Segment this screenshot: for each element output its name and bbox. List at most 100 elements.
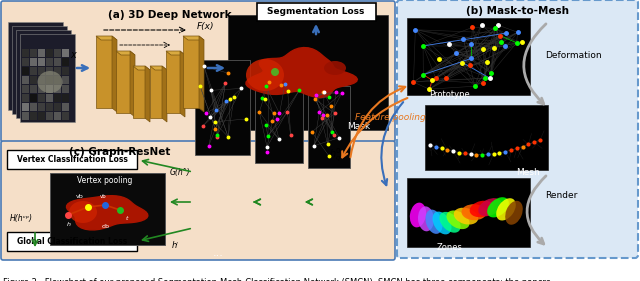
Bar [22,94,29,102]
Text: Deformation: Deformation [545,51,602,60]
Bar [12,26,67,114]
Ellipse shape [426,210,442,234]
Bar [62,103,69,111]
Bar [255,76,303,163]
Polygon shape [180,51,185,117]
Ellipse shape [461,204,486,220]
Bar [22,58,29,66]
Bar [54,103,61,111]
Bar [54,49,61,57]
FancyBboxPatch shape [7,232,137,251]
Polygon shape [183,36,204,40]
FancyBboxPatch shape [397,0,638,258]
Bar [30,58,37,66]
Text: Mask: Mask [347,122,370,131]
Text: Global Classification Loss: Global Classification Loss [17,237,127,246]
Polygon shape [162,66,167,122]
Polygon shape [145,66,150,122]
Text: F(x): F(x) [197,22,214,31]
Bar [407,18,530,95]
Bar [16,30,71,118]
Text: Mesh: Mesh [516,168,540,177]
Ellipse shape [410,203,426,227]
Bar [38,103,45,111]
Bar [62,58,69,66]
Bar [30,103,37,111]
Text: vb: vb [100,194,106,198]
Text: $h_q^0$: $h_q^0$ [328,146,341,164]
Text: hˡ: hˡ [172,241,179,250]
Text: Vertex Classification Loss: Vertex Classification Loss [17,155,127,164]
Bar [30,94,37,102]
Bar [46,112,53,120]
Polygon shape [96,36,117,40]
Polygon shape [150,66,167,70]
Text: Feature pooling: Feature pooling [355,114,426,123]
Text: H(hᵛᵖ): H(hᵛᵖ) [10,214,33,223]
Ellipse shape [454,208,478,225]
Bar [62,76,69,84]
Bar [228,15,388,130]
Text: G(h°): G(h°) [170,167,191,176]
Bar [425,105,548,170]
Bar [183,36,199,108]
Ellipse shape [496,198,516,221]
Bar [195,60,250,155]
Bar [54,67,61,75]
Bar [38,49,45,57]
Text: (a) 3D Deep Network: (a) 3D Deep Network [108,10,232,20]
Ellipse shape [487,197,509,217]
Bar [407,178,530,247]
Polygon shape [166,51,185,55]
Bar [30,112,37,120]
Bar [22,103,29,111]
Ellipse shape [447,210,470,229]
Bar [38,67,45,75]
Text: Segmentation Loss: Segmentation Loss [268,8,365,17]
Bar [46,103,53,111]
Ellipse shape [478,198,502,216]
FancyBboxPatch shape [1,141,395,260]
Bar [38,76,45,84]
Polygon shape [246,47,357,98]
Bar [116,51,130,113]
Bar [62,94,69,102]
Polygon shape [112,36,117,112]
Bar [50,173,165,245]
Bar [46,76,53,84]
Text: Zones: Zones [437,243,463,252]
Bar [22,67,29,75]
Ellipse shape [433,212,451,234]
Bar [46,49,53,57]
Polygon shape [133,66,150,70]
Bar [22,49,29,57]
Bar [150,66,162,118]
Bar [54,112,61,120]
Text: Figure 2.  Flowchart of our proposed Segmentation-Mesh-Classification Network (S: Figure 2. Flowchart of our proposed Segm… [3,278,551,281]
Text: ...: ... [212,248,223,258]
Ellipse shape [440,212,461,233]
FancyBboxPatch shape [257,3,376,21]
Ellipse shape [418,206,434,231]
Text: (c) Graph-ResNet: (c) Graph-ResNet [69,147,171,157]
Bar [308,86,350,168]
Text: vb: vb [76,194,84,198]
Bar [62,67,69,75]
Ellipse shape [505,201,523,225]
Bar [22,112,29,120]
Bar [20,34,75,122]
Bar [46,67,53,75]
Polygon shape [130,51,135,117]
Bar [62,85,69,93]
Bar [30,76,37,84]
Bar [46,85,53,93]
Bar [46,58,53,66]
Text: Render: Render [545,191,577,200]
FancyBboxPatch shape [7,150,137,169]
Bar [54,58,61,66]
Ellipse shape [470,201,494,217]
Bar [46,94,53,102]
Bar [38,58,45,66]
Bar [133,66,145,118]
Bar [62,49,69,57]
